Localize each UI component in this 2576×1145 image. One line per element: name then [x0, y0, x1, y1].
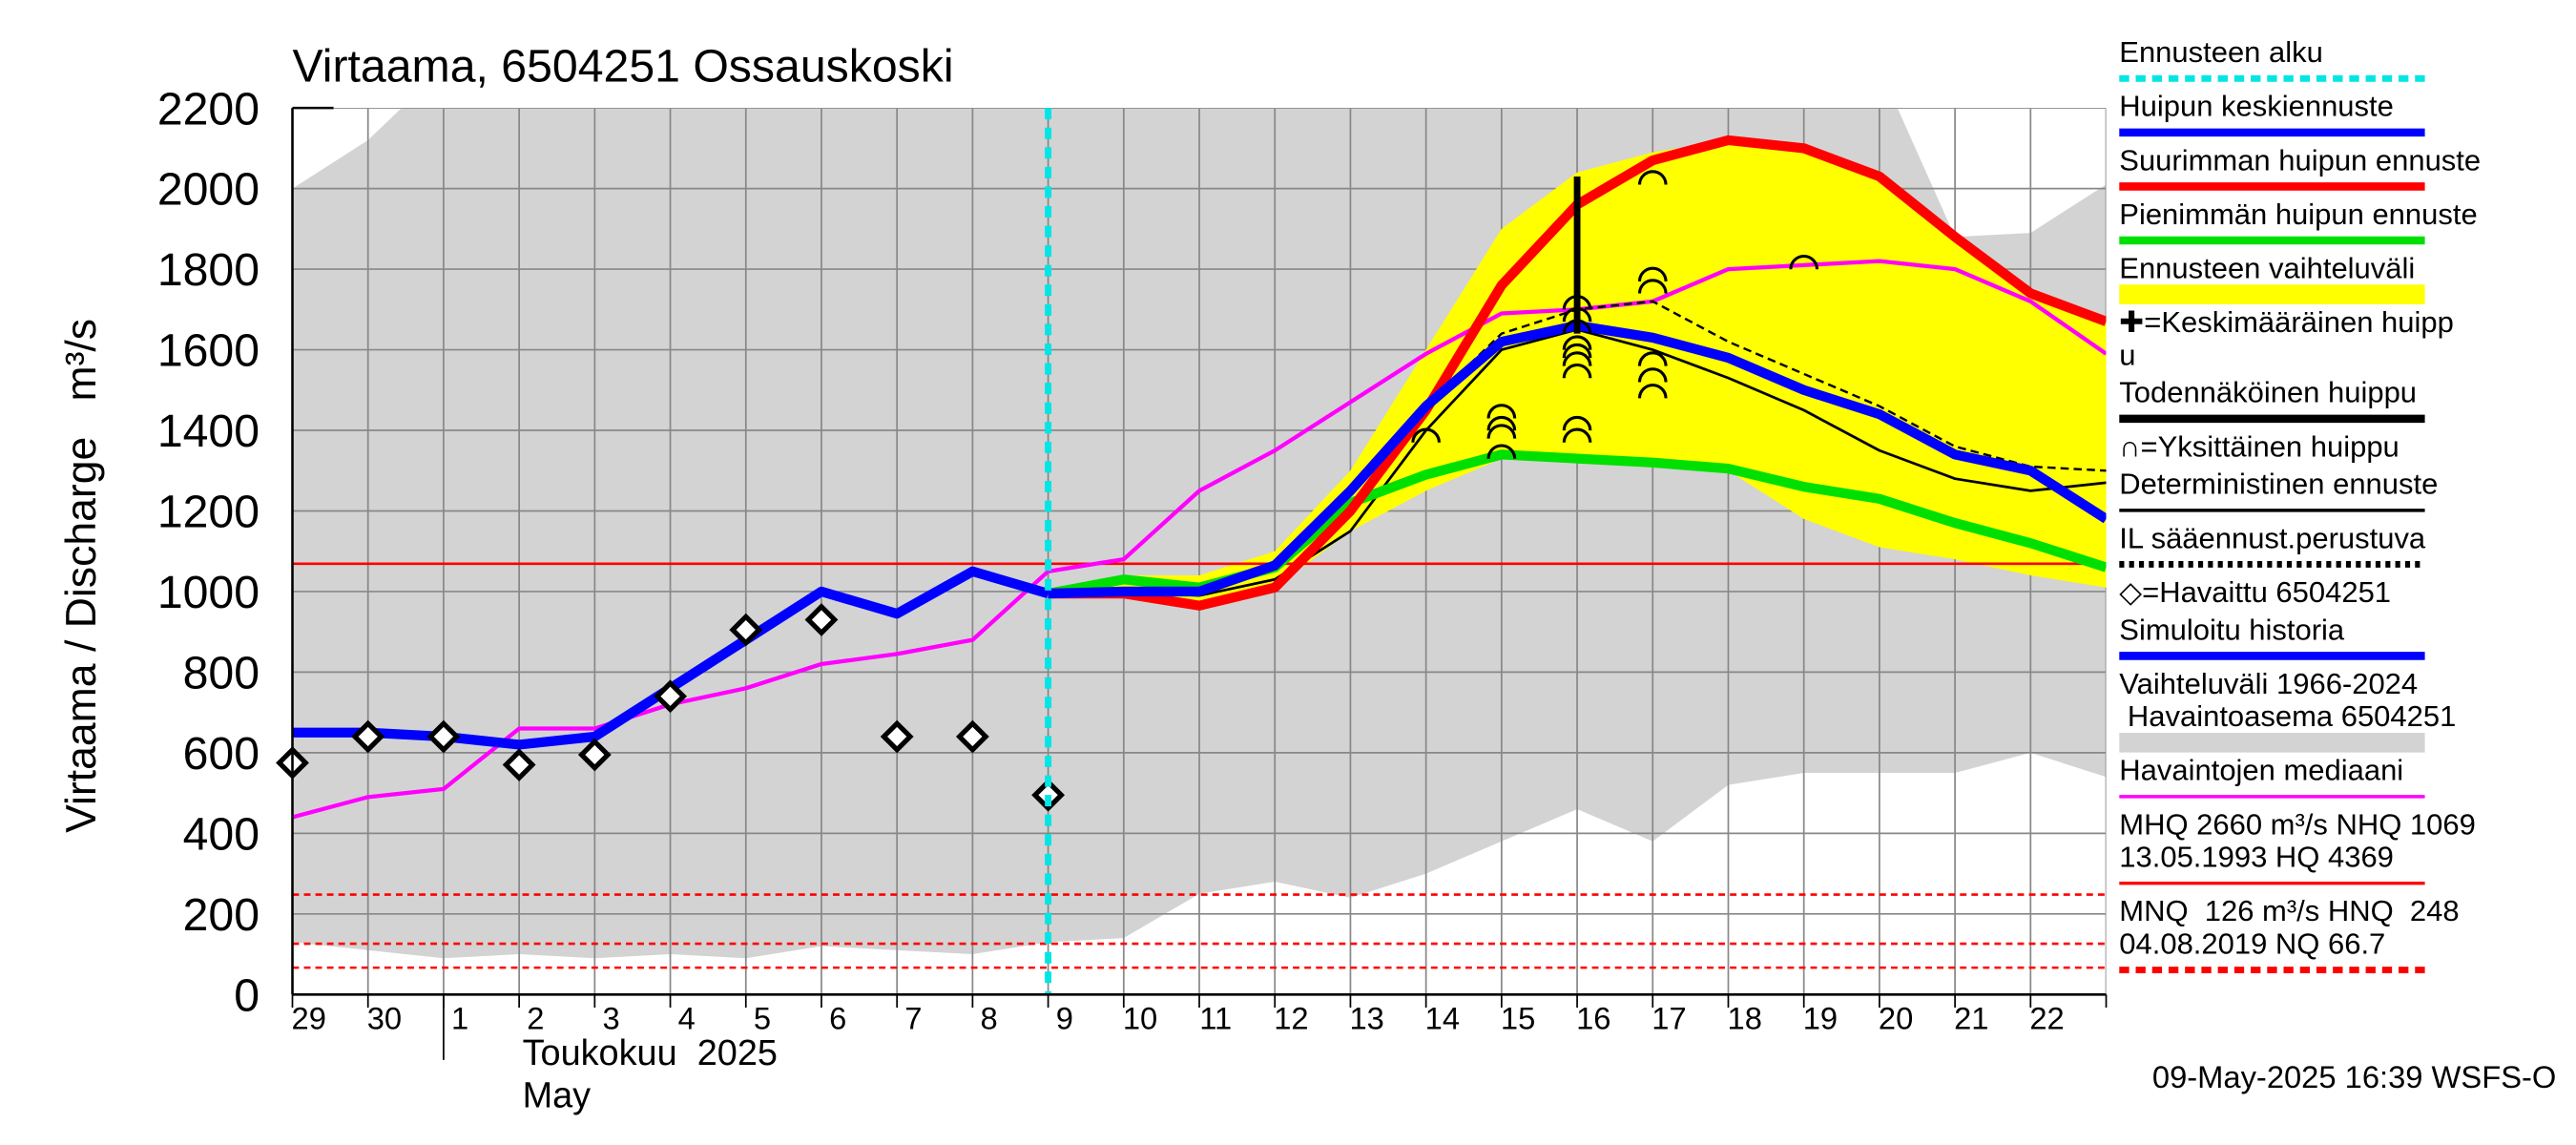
x-tick-label: 4 [678, 1000, 696, 1035]
x-tick-label: 12 [1274, 1000, 1308, 1035]
x-tick-label: 13 [1349, 1000, 1383, 1035]
y-tick-label: 1400 [157, 406, 260, 457]
legend-text: 04.08.2019 NQ 66.7 [2119, 926, 2385, 960]
single-peak [1486, 444, 1517, 459]
legend-text: Simuloitu historia [2119, 613, 2345, 646]
legend-text: 13.05.1993 HQ 4369 [2119, 841, 2394, 874]
single-peak [1562, 427, 1592, 443]
x-tick-label: 5 [754, 1000, 771, 1035]
observed-point [654, 679, 687, 714]
legend-text: ∩=Yksittäinen huippu [2119, 429, 2399, 463]
x-tick-label: 22 [2029, 1000, 2064, 1035]
single-peak [1637, 266, 1668, 282]
x-tick-label: 19 [1803, 1000, 1838, 1035]
legend-text: u [2119, 338, 2135, 371]
legend-text: ✚=Keskimääräinen huipp [2119, 305, 2454, 339]
single-peak [1411, 427, 1441, 443]
legend-text: IL sääennust.perustuva [2119, 521, 2426, 554]
observed-point [955, 719, 989, 754]
y-tick-label: 2000 [157, 164, 260, 216]
single-peak [1562, 306, 1592, 323]
single-peak [1637, 367, 1668, 383]
x-tick-label: 18 [1728, 1000, 1762, 1035]
single-peak [1562, 415, 1592, 431]
x-tick-label: 15 [1501, 1000, 1535, 1035]
observed-point [351, 719, 385, 754]
single-peak [1637, 279, 1668, 294]
single-peak [1789, 254, 1819, 270]
legend-text: Ennusteen alku [2119, 35, 2323, 69]
x-tick-label: 7 [904, 1000, 922, 1035]
chart-title: Virtaama, 6504251 Ossauskoski [293, 41, 954, 93]
overlay: 29 30 1 2 3 4 5 6 7 8 9 10 11 12 13 14 15 16 17 18 19 20 21 220… [157, 35, 2481, 1060]
legend-text: MNQ 126 m³/s HNQ 248 [2119, 894, 2459, 927]
single-peak [1637, 384, 1668, 399]
legend-text: Vaihteluväli 1966-2024 [2119, 667, 2418, 700]
single-peak [1562, 335, 1592, 350]
y-tick-label: 1600 [157, 325, 260, 377]
y-tick-label: 200 [183, 889, 260, 941]
x-tick-label: 21 [1954, 1000, 1988, 1035]
y-tick-label: 0 [234, 970, 260, 1022]
legend-text: Huipun keskiennuste [2119, 90, 2394, 123]
observed-point [804, 603, 839, 636]
single-peak [1637, 351, 1668, 366]
legend-text: Todennäköinen huippu [2119, 376, 2417, 409]
x-tick-label: 6 [829, 1000, 846, 1035]
x-tick-label: 10 [1123, 1000, 1157, 1035]
y-tick-label: 1800 [157, 244, 260, 296]
x-tick-label: 29 [292, 1000, 326, 1035]
observed-point [729, 613, 763, 647]
y-tick-label: 800 [183, 648, 260, 699]
x-tick-label: 30 [367, 1000, 402, 1035]
y-tick-label: 400 [183, 809, 260, 861]
y-tick-label: 1000 [157, 567, 260, 618]
single-peak [1486, 424, 1517, 439]
single-peak [1562, 319, 1592, 334]
y-tick-label: 600 [183, 728, 260, 780]
x-tick-label: 20 [1879, 1000, 1913, 1035]
x-tick-label: 16 [1576, 1000, 1610, 1035]
x-tick-label: 14 [1425, 1000, 1460, 1035]
single-peak [1637, 170, 1668, 185]
series-line [292, 259, 2107, 820]
x-tick-label: 1 [451, 1000, 468, 1035]
x-tick-label: 11 [1199, 1000, 1232, 1035]
observed-point [880, 719, 914, 754]
observed-point [426, 719, 461, 754]
legend-text: Deterministinen ennuste [2119, 468, 2438, 501]
x-tick-label: 9 [1056, 1000, 1073, 1035]
y-tick-label: 1200 [157, 487, 260, 538]
legend-text: Ennusteen vaihteluväli [2119, 251, 2415, 284]
legend-text: Suurimman huipun ennuste [2119, 143, 2481, 177]
legend-text: Pienimmän huipun ennuste [2119, 198, 2477, 231]
single-peak [1486, 415, 1517, 431]
single-peak [1486, 404, 1517, 419]
x-tick-label: 17 [1652, 1000, 1686, 1035]
single-peak [1562, 363, 1592, 379]
plot-area [292, 108, 2107, 996]
observed-point [502, 748, 536, 781]
single-peak [1562, 343, 1592, 359]
legend-text: Havaintojen mediaani [2119, 754, 2403, 787]
x-tick-label: 2 [527, 1000, 544, 1035]
legend-text: MHQ 2660 m³/s NHQ 1069 [2119, 807, 2476, 841]
x-axis-label: Toukokuu 2025 [523, 1033, 778, 1073]
x-axis-label: May [523, 1076, 592, 1116]
x-tick-label: 3 [602, 1000, 619, 1035]
timestamp: 09-May-2025 16:39 WSFS-O [2152, 1059, 2556, 1094]
legend-text: Havaintoasema 6504251 [2119, 699, 2456, 733]
y-axis-label: Virtaama / Discharge m³/s [58, 319, 105, 833]
single-peak [1562, 295, 1592, 310]
observed-point [577, 738, 612, 772]
legend-text: ◇=Havaittu 6504251 [2119, 575, 2391, 609]
single-peak [1562, 351, 1592, 366]
x-tick-label: 8 [981, 1000, 998, 1035]
y-tick-label: 2200 [157, 83, 260, 135]
